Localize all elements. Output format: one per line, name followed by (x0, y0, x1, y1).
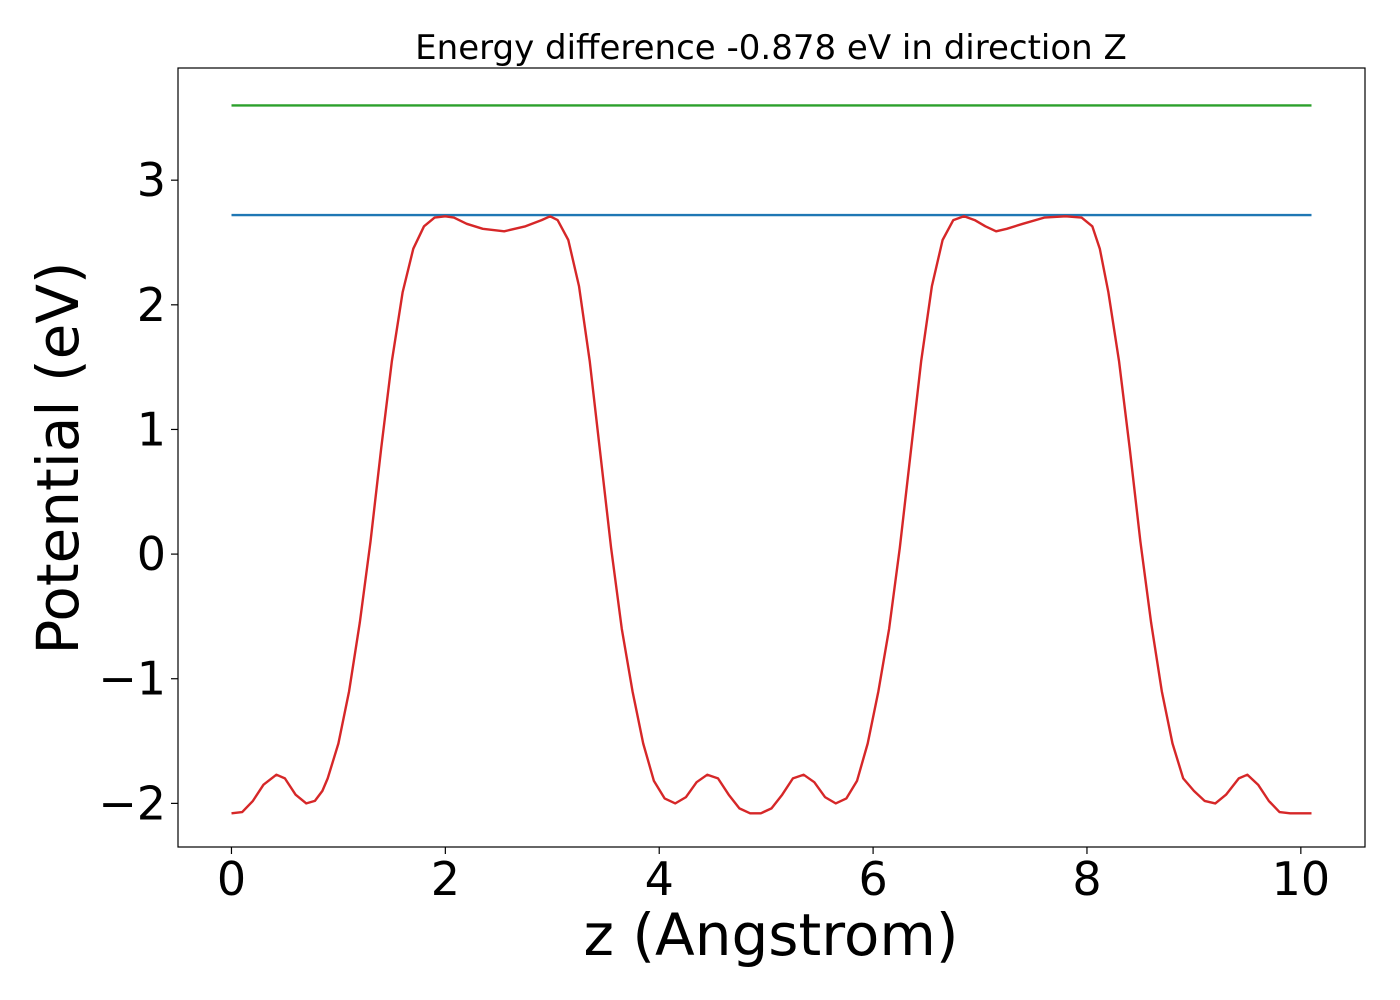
y-tick-label: 3 (137, 153, 166, 207)
x-tick-label: 10 (1272, 852, 1331, 906)
series-layer (231, 104, 1312, 815)
x-axis-title: z (Angstrom) (584, 901, 959, 969)
chart-title: Energy difference -0.878 eV in direction… (415, 28, 1127, 68)
x-tick-label: 4 (645, 852, 674, 906)
x-tick-label: 2 (431, 852, 460, 906)
x-axis: 0 2 4 6 8 10 (217, 847, 1330, 906)
x-tick-label: 0 (217, 852, 246, 906)
y-tick-label: 2 (137, 278, 166, 332)
y-axis-title: Potential (eV) (24, 261, 92, 654)
x-tick-label: 6 (858, 852, 887, 906)
plot-frame (177, 67, 1366, 848)
plot-background (178, 68, 1365, 847)
y-tick-label: 1 (137, 402, 166, 456)
y-tick-label: −2 (98, 776, 166, 830)
y-tick-label: 0 (137, 527, 166, 581)
y-tick-label: −1 (98, 652, 166, 706)
x-tick-label: 8 (1072, 852, 1101, 906)
y-axis: −2 −1 0 1 2 3 (98, 153, 178, 830)
series-line-2 (231, 215, 1312, 815)
